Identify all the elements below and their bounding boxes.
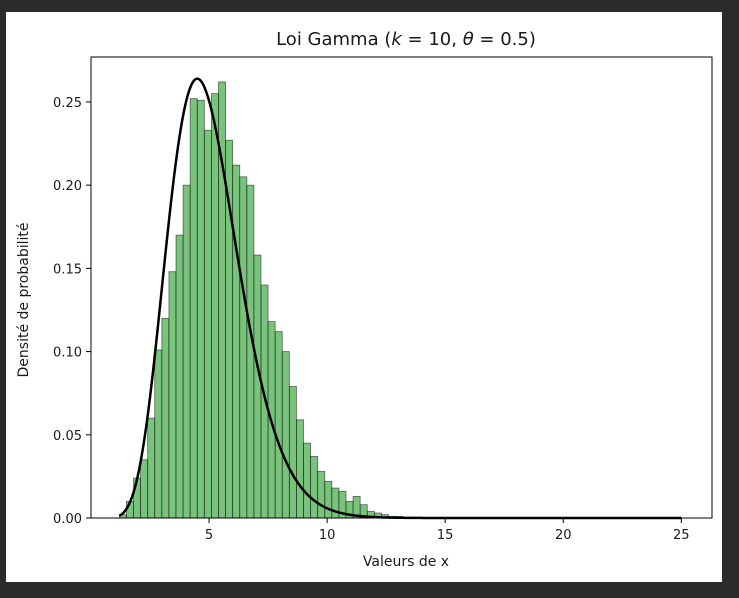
histogram-bar (246, 184, 255, 519)
y-axis-ticks: 0.00 0.05 0.10 0.15 0.20 0.25 (53, 96, 91, 527)
histogram-bar (253, 254, 262, 519)
histogram-bar (154, 349, 163, 519)
histogram-bar (281, 351, 290, 519)
histogram-bar (303, 442, 311, 519)
title-theta-value: = 0.5) (474, 29, 536, 50)
histogram-bar (182, 184, 191, 519)
histogram-bar (175, 234, 184, 519)
histogram-bar (196, 99, 205, 519)
chart: Loi Gamma (k = 10, θ = 0.5) 5 10 15 20 25 0.… (16, 29, 713, 570)
histogram-bars (118, 81, 404, 519)
x-tick-label: 10 (319, 528, 336, 543)
x-tick-label: 20 (555, 528, 572, 543)
y-tick-label: 0.15 (53, 262, 82, 277)
x-axis-ticks: 5 10 15 20 25 (205, 518, 690, 543)
title-theta-symbol: θ (463, 29, 474, 50)
chart-title: Loi Gamma (k = 10, θ = 0.5) (276, 29, 536, 50)
histogram-bar (203, 129, 212, 519)
histogram-bar (161, 317, 170, 519)
y-tick-label: 0.05 (53, 429, 82, 444)
x-tick-label: 25 (673, 528, 690, 543)
plot-frame (90, 56, 713, 519)
figure: Loi Gamma (k = 10, θ = 0.5) 5 10 15 20 25 0.… (6, 12, 722, 582)
histogram-bar (168, 271, 177, 519)
y-tick-label: 0.00 (53, 512, 82, 527)
y-tick-label: 0.20 (53, 179, 82, 194)
histogram-bar (317, 471, 326, 519)
y-tick-label: 0.10 (53, 346, 82, 361)
x-tick-label: 15 (437, 528, 454, 543)
histogram-bar (239, 176, 248, 519)
title-prefix: Loi Gamma ( (276, 29, 391, 50)
title-k-value: = 10, (402, 29, 463, 50)
histogram-bar (211, 93, 219, 519)
histogram-bar (310, 456, 319, 519)
histogram-bar (274, 331, 283, 519)
histogram-bar (147, 417, 156, 519)
histogram-bar (232, 164, 241, 519)
y-axis-label: Densité de probabilité (16, 223, 32, 378)
histogram-bar (140, 459, 149, 519)
histogram-bar (331, 487, 340, 519)
histogram-bar (296, 419, 304, 519)
histogram-bar (324, 480, 333, 519)
histogram-bar (189, 98, 198, 519)
histogram-bar (288, 386, 297, 519)
title-k-symbol: k (391, 29, 403, 50)
x-axis-label: Valeurs de x (363, 554, 449, 570)
y-tick-label: 0.25 (53, 96, 82, 111)
x-tick-label: 5 (205, 528, 213, 543)
